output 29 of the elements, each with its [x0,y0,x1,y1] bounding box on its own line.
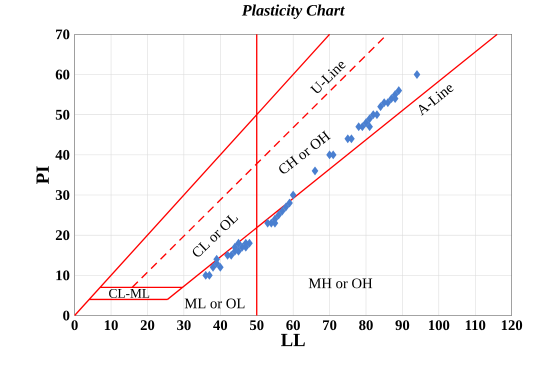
annotation: ML or OL [184,298,244,308]
x-tick-label: 80 [359,320,373,330]
x-tick-label: 100 [429,320,450,330]
y-tick-label: 10 [56,270,70,280]
y-tick-label: 60 [56,70,70,80]
annotation: CL-ML [109,288,150,298]
x-tick-label: 50 [250,320,264,330]
y-tick-label: 40 [55,150,70,160]
x-tick-label: 90 [395,320,410,330]
x-tick-label: 0 [72,320,78,330]
x-tick-label: 110 [466,320,486,330]
x-tick-label: 60 [286,320,300,330]
x-tick-label: 30 [177,320,191,330]
x-tick-label: 20 [140,320,154,330]
x-tick-label: 120 [502,320,522,330]
y-tick-label: 30 [56,190,70,200]
annotation: CL or OL [192,214,238,256]
y-tick-label: 20 [56,230,70,240]
annotation: CH or OH [279,130,331,174]
x-axis-title: LL [281,334,305,346]
y-tick-label: 0 [63,310,70,320]
chart-title: Plasticity Chart [242,4,345,19]
x-tick-label: 10 [104,320,118,330]
y-tick-label: 50 [56,110,70,120]
y-tick-label: 70 [56,29,70,40]
x-tick-label: 70 [323,320,336,330]
annotation: MH or OH [308,278,372,288]
x-tick-label: 40 [213,320,228,330]
y-axis-title: PI [36,166,49,184]
